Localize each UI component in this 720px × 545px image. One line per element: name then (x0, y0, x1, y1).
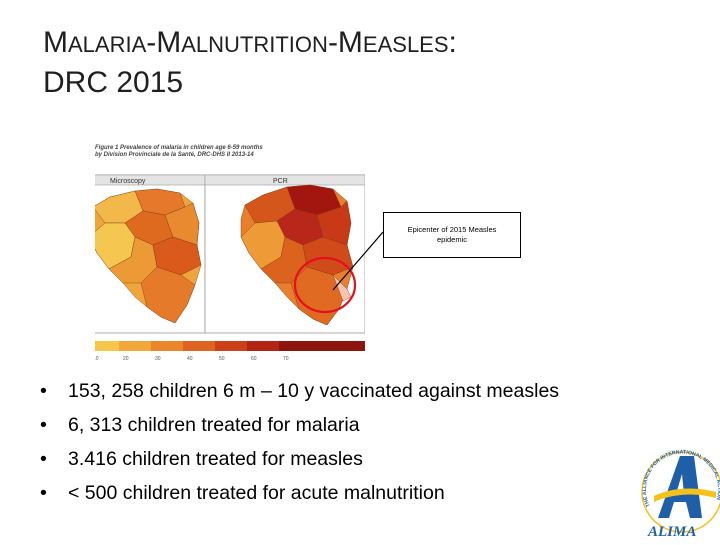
title-cap: : (448, 26, 457, 59)
title-cap: -M (146, 26, 182, 59)
drc-map-pcr (240, 184, 354, 326)
scale-tick: 10 (95, 356, 99, 362)
scale-tick: 50 (219, 356, 225, 362)
scale-tick: 60 (251, 356, 257, 362)
figure-caption-line2: by Division Provinciale de la Santé, DRC… (95, 152, 254, 158)
epicenter-callout-box: Epicenter of 2015 Measles epidemic (383, 212, 521, 258)
scale-tick: 70 (283, 356, 289, 362)
color-scale-bar: 10 20 30 40 50 60 70 (95, 341, 365, 362)
slide-title-line2: DRC 2015 (43, 66, 184, 99)
figure-caption-line1: Figure 1 Prevalence of malaria in childr… (95, 145, 263, 151)
alima-logo-graphic: THE ALLIANCE FOR INTERNATIONAL MEDICAL A… (641, 449, 720, 540)
slide-title-line1: MALARIA-MALNUTRITION-MEASLES: (43, 24, 457, 64)
figure-caption: Figure 1 Prevalence of malaria in childr… (95, 145, 365, 159)
bullet-item-measles: 3.416 children treated for measles (40, 442, 559, 476)
title-smallcaps: ALARIA (68, 32, 147, 57)
bullet-item-vaccinated: 153, 258 children 6 m – 10 y vaccinated … (40, 374, 559, 408)
svg-text:ALIMA: ALIMA (647, 524, 696, 540)
statistics-bullet-list: 153, 258 children 6 m – 10 y vaccinated … (40, 374, 559, 510)
bullet-item-malnutrition: < 500 children treated for acute malnutr… (40, 476, 559, 510)
title-cap: -M (327, 26, 363, 59)
scale-tick: 40 (187, 356, 193, 362)
callout-text: Epicenter of 2015 Measles epidemic (407, 225, 497, 244)
drc-map-microscopy (95, 188, 202, 324)
map-panels: Microscopy PCR (95, 174, 365, 362)
slide-title: MALARIA-MALNUTRITION-MEASLES: DRC 2015 (43, 24, 457, 102)
scale-tick: 20 (123, 356, 129, 362)
malaria-prevalence-figure: Figure 1 Prevalence of malaria in childr… (95, 145, 365, 365)
panel-right-header (204, 174, 365, 186)
title-smallcaps: ALNUTRITION (181, 32, 328, 57)
panel-left-label: Microscopy (110, 178, 146, 185)
scale-tick: 30 (155, 356, 161, 362)
bullet-item-malaria: 6, 313 children treated for malaria (40, 408, 559, 442)
title-smallcaps: EASLES (362, 32, 449, 57)
panel-right-label: PCR (273, 178, 288, 185)
title-cap: M (43, 26, 68, 59)
alima-logo: THE ALLIANCE FOR INTERNATIONAL MEDICAL A… (636, 436, 720, 540)
